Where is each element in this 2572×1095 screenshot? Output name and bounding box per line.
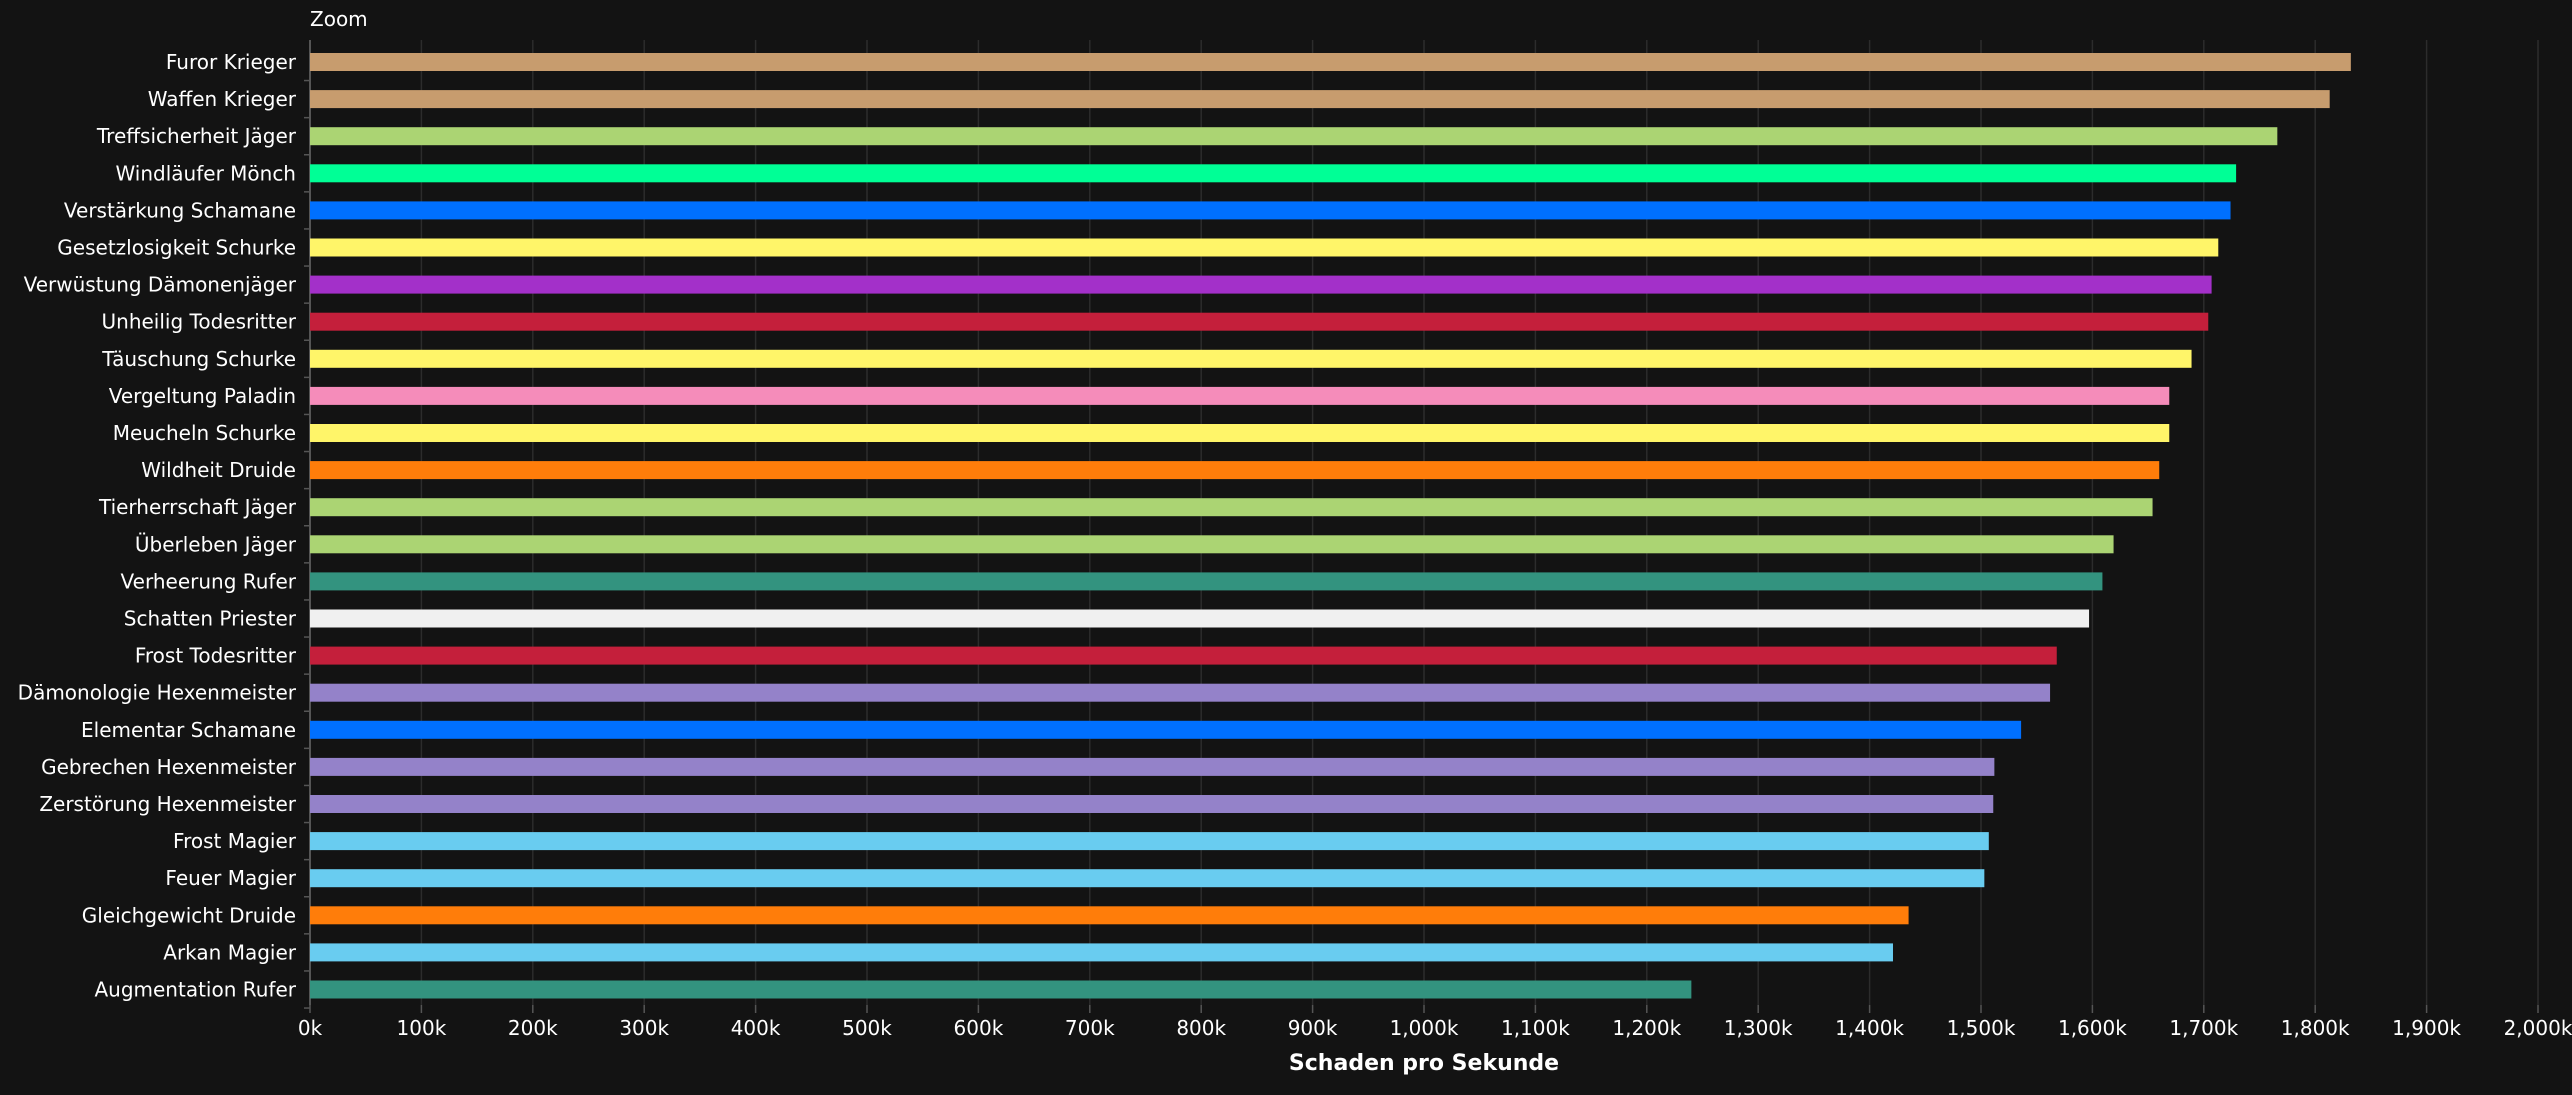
bar[interactable]: [310, 53, 2351, 71]
category-labels: Furor Krieger Waffen Krieger Treffsicherhe…: [18, 50, 297, 1002]
bar[interactable]: [310, 201, 2231, 220]
bar[interactable]: [310, 943, 1893, 962]
x-tick-label: 0k: [298, 1016, 323, 1040]
bar[interactable]: [310, 906, 1909, 925]
bar[interactable]: [310, 980, 1692, 999]
category-label: Wildheit Druide: [141, 458, 296, 482]
category-label: Elementar Schamane: [81, 718, 296, 742]
category-label: Gesetzlosigkeit Schurke: [57, 236, 296, 260]
bar[interactable]: [310, 127, 2278, 146]
category-label: Frost Magier: [173, 829, 297, 853]
category-label: Dämonologie Hexenmeister: [18, 681, 297, 705]
bar[interactable]: [310, 795, 1994, 813]
x-tick-label: 1,500k: [1947, 1016, 2016, 1040]
x-tick-label: 2,000k: [2504, 1016, 2572, 1040]
category-label: Feuer Magier: [165, 866, 296, 890]
category-label: Verheerung Rufer: [121, 569, 297, 593]
category-label: Unheilig Todesritter: [102, 310, 297, 334]
category-label: Vergeltung Paladin: [109, 384, 296, 408]
bar[interactable]: [310, 90, 2330, 109]
x-tick-label: 1,000k: [1390, 1016, 1459, 1040]
category-label: Gebrechen Hexenmeister: [41, 755, 297, 779]
grid-lines: [304, 40, 2539, 1013]
bar[interactable]: [310, 312, 2209, 331]
bar[interactable]: [310, 646, 2057, 665]
x-tick-label: 600k: [954, 1016, 1004, 1040]
category-label: Augmentation Rufer: [94, 978, 296, 1002]
category-label: Verstärkung Schamane: [64, 198, 296, 222]
x-tick-labels: 0k 100k 200k 300k 400k 500k 600k 700k 800k 900k 1,…: [298, 1016, 2572, 1040]
x-tick-label: 1,100k: [1501, 1016, 1570, 1040]
x-tick-label: 400k: [731, 1016, 781, 1040]
x-tick-label: 1,300k: [1724, 1016, 1793, 1040]
category-label: Frost Todesritter: [135, 644, 297, 668]
category-label: Windläufer Mönch: [115, 161, 296, 185]
x-tick-label: 1,700k: [2169, 1016, 2238, 1040]
category-label: Meucheln Schurke: [113, 421, 296, 445]
category-label: Treffsicherheit Jäger: [96, 124, 297, 148]
x-tick-label: 1,400k: [1835, 1016, 1904, 1040]
category-label: Verwüstung Dämonenjäger: [24, 273, 297, 297]
x-tick-label: 500k: [842, 1016, 892, 1040]
x-tick-label: 1,600k: [2058, 1016, 2127, 1040]
category-label: Täuschung Schurke: [101, 347, 296, 371]
bar[interactable]: [310, 349, 2192, 368]
bar[interactable]: [310, 535, 2114, 554]
category-label: Tierherrschaft Jäger: [98, 495, 297, 519]
bar[interactable]: [310, 683, 2051, 702]
bar[interactable]: [310, 498, 2153, 517]
bar[interactable]: [310, 572, 2103, 591]
x-tick-label: 1,900k: [2392, 1016, 2461, 1040]
category-label: Arkan Magier: [163, 940, 296, 964]
bars: [310, 53, 2351, 999]
bar[interactable]: [310, 609, 2090, 628]
category-label: Zerstörung Hexenmeister: [39, 792, 296, 816]
bar[interactable]: [310, 424, 2170, 442]
bar[interactable]: [310, 720, 2022, 739]
x-tick-label: 200k: [508, 1016, 558, 1040]
x-tick-label: 1,800k: [2281, 1016, 2350, 1040]
bar[interactable]: [310, 164, 2237, 183]
bar[interactable]: [310, 275, 2212, 294]
x-tick-label: 900k: [1288, 1016, 1338, 1040]
x-tick-label: 700k: [1065, 1016, 1115, 1040]
x-tick-label: 800k: [1176, 1016, 1226, 1040]
bar[interactable]: [310, 869, 1985, 888]
category-label: Gleichgewicht Druide: [82, 903, 296, 927]
category-label: Furor Krieger: [166, 50, 297, 74]
category-label: Waffen Krieger: [148, 87, 297, 111]
x-tick-label: 100k: [397, 1016, 447, 1040]
bar[interactable]: [310, 238, 2219, 257]
zoom-button[interactable]: Zoom: [310, 7, 368, 31]
bar[interactable]: [310, 386, 2170, 405]
x-axis-label: Schaden pro Sekunde: [1289, 1051, 1559, 1076]
category-label: Überleben Jäger: [135, 532, 297, 556]
bar[interactable]: [310, 757, 1995, 776]
category-label: Schatten Priester: [124, 607, 297, 631]
bar[interactable]: [310, 461, 2160, 480]
x-tick-label: 300k: [619, 1016, 669, 1040]
x-tick-label: 1,200k: [1612, 1016, 1681, 1040]
bar[interactable]: [310, 832, 1989, 851]
